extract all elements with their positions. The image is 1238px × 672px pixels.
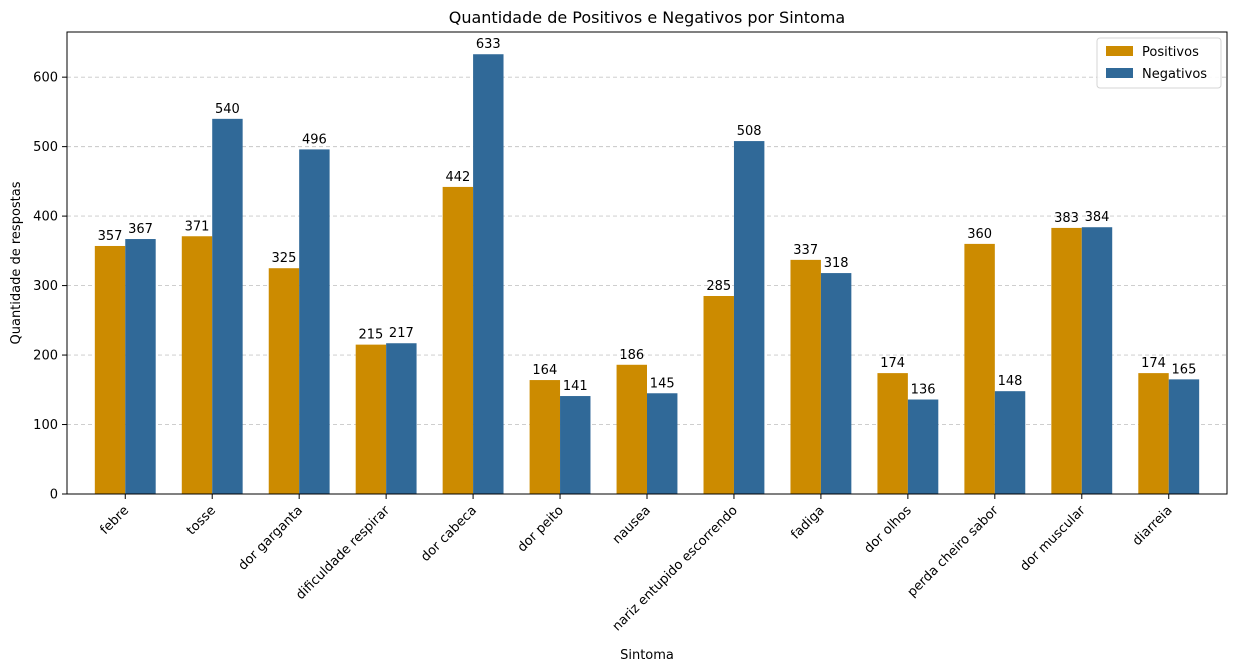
- y-tick-label: 400: [33, 210, 58, 225]
- x-tick-label: fadiga: [788, 503, 827, 542]
- data-label: 318: [824, 256, 849, 271]
- data-label: 383: [1054, 211, 1079, 226]
- data-label: 384: [1085, 210, 1110, 225]
- x-tick-label: dor cabeca: [418, 503, 480, 565]
- y-tick-label: 300: [33, 279, 58, 294]
- x-tick-label: nausea: [610, 503, 654, 547]
- x-tick-label: perda cheiro sabor: [905, 503, 1002, 600]
- bar-negativos: [1168, 379, 1200, 494]
- bar-positivos: [877, 373, 908, 494]
- x-tick-label: dor peito: [515, 503, 567, 555]
- data-label: 442: [445, 170, 470, 185]
- legend-swatch-positivos: [1106, 46, 1133, 56]
- data-label: 217: [389, 326, 414, 341]
- x-tick-label: dor garganta: [236, 503, 306, 573]
- data-label: 371: [185, 219, 210, 234]
- data-label: 337: [793, 243, 818, 258]
- bar-positivos: [94, 245, 126, 494]
- bar-negativos: [647, 393, 678, 494]
- y-tick-label: 200: [33, 349, 58, 364]
- data-label: 174: [1141, 356, 1166, 371]
- bar-negativos: [907, 399, 939, 494]
- legend-label: Negativos: [1142, 67, 1207, 82]
- bar-negativos: [473, 54, 504, 495]
- data-label: 633: [476, 37, 501, 52]
- bar-negativos: [125, 239, 156, 494]
- data-label: 325: [272, 251, 297, 266]
- y-tick-label: 100: [33, 418, 58, 433]
- y-axis-label: Quantidade de respostas: [9, 181, 24, 344]
- x-tick-label: dor olhos: [862, 503, 915, 556]
- bar-negativos: [386, 343, 417, 494]
- bar-positivos: [181, 236, 213, 494]
- data-label: 165: [1172, 362, 1197, 377]
- bar-negativos: [994, 391, 1026, 494]
- data-label: 360: [967, 227, 992, 242]
- bar-negativos: [299, 149, 330, 494]
- data-label: 215: [358, 328, 383, 343]
- bar-negativos: [212, 118, 243, 494]
- data-label: 496: [302, 132, 327, 147]
- legend-label: Positivos: [1142, 45, 1199, 60]
- x-tick-label: dificuldade respirar: [293, 503, 393, 603]
- x-tick-label: diarreia: [1130, 503, 1176, 549]
- x-axis-label: Sintoma: [620, 648, 674, 663]
- bar-positivos: [1138, 373, 1169, 494]
- legend: Positivos Negativos: [1096, 37, 1222, 89]
- bar-positivos: [1051, 227, 1082, 495]
- y-tick-label: 600: [33, 71, 58, 86]
- data-label: 148: [998, 374, 1023, 389]
- bar-positivos: [529, 380, 561, 494]
- bar-negativos: [733, 141, 765, 495]
- bar-positivos: [790, 259, 821, 494]
- data-label: 136: [911, 383, 936, 398]
- y-tick-label: 0: [50, 488, 58, 503]
- bar-negativos: [1081, 227, 1113, 494]
- y-tick-label: 500: [33, 140, 58, 155]
- bars: [94, 54, 1200, 495]
- data-label: 164: [532, 363, 557, 378]
- data-labels: 357 371 325 215 442 164 186 285 337 174 360 383 174 3…: [98, 37, 1197, 397]
- bar-negativos: [820, 273, 852, 494]
- data-label: 357: [98, 229, 123, 244]
- bar-positivos: [616, 364, 647, 494]
- x-tick-label: dor muscular: [1017, 503, 1089, 575]
- data-label: 145: [650, 376, 675, 391]
- data-label: 186: [619, 348, 644, 363]
- y-axis: 0 100 200 300 400 500 600: [33, 71, 67, 503]
- bar-positivos: [442, 186, 474, 494]
- bar-positivos: [703, 296, 734, 494]
- bar-positivos: [268, 268, 300, 494]
- data-label: 141: [563, 379, 588, 394]
- legend-swatch-negativos: [1106, 68, 1133, 78]
- data-label: 174: [880, 356, 905, 371]
- data-label: 508: [737, 124, 762, 139]
- chart-title: Quantidade de Positivos e Negativos por …: [449, 8, 845, 27]
- data-label: 285: [706, 279, 731, 294]
- data-label: 540: [215, 102, 240, 117]
- x-tick-label: tosse: [184, 503, 219, 538]
- bar-positivos: [355, 344, 387, 494]
- bar-positivos: [964, 243, 995, 494]
- bar-negativos: [560, 396, 591, 494]
- x-tick-label: febre: [98, 503, 133, 538]
- data-label: 367: [128, 222, 153, 237]
